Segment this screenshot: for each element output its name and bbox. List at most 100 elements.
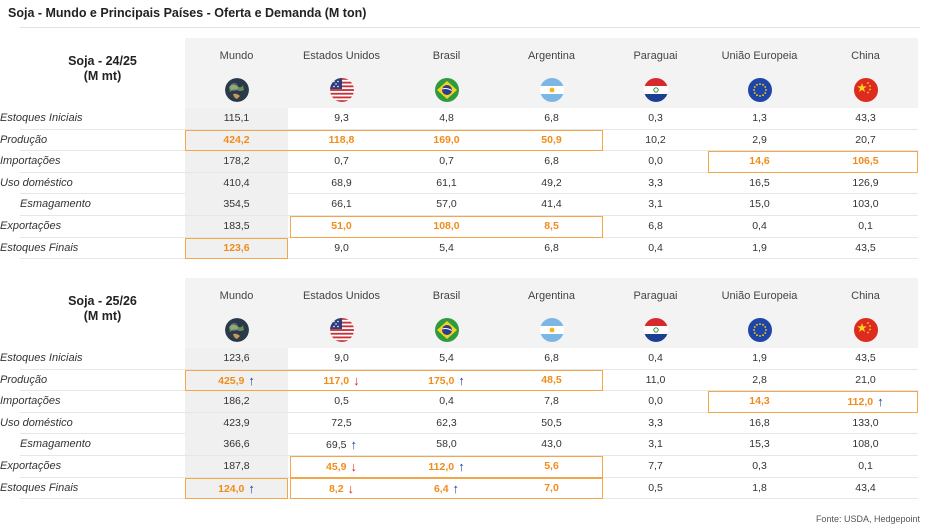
column-header: Estados Unidos [290,278,393,348]
table-cell: 133,0 [813,413,918,434]
brazil-flag-icon [434,78,459,102]
table-cell: 123,6 [185,237,288,259]
source-note: Fonte: USDA, Hedgepoint [815,514,920,524]
cell-value: 4,8 [439,112,454,124]
table-header: Soja - 24/25 (M mt) Mundo Estados Unidos Bra… [20,38,918,108]
table-cell: 6,8 [500,151,603,172]
row-label: Produção [0,133,48,146]
cell-value: 123,6 [223,241,250,254]
cell-value: 16,8 [749,416,770,429]
table-cell: 112,0 ↑ [395,456,498,477]
table-cell: 183,5 [185,215,288,237]
page-title: Soja - Mundo e Principais Países - Ofert… [8,6,367,20]
cell-value: 112,0 [847,396,874,409]
table-cell: 0,7 [395,151,498,172]
cell-value: 3,1 [648,198,663,211]
table-cell: 0,1 [813,456,918,477]
column-name: Estados Unidos [302,290,381,302]
table-cell: 48,5 [500,370,603,391]
table-cell: 169,0 [395,130,498,151]
table-cell: 0,4 [708,216,811,237]
arrow-up-icon: ↑ [458,458,465,474]
cell-value: 2,8 [752,373,767,386]
table-cell: 6,8 [605,216,706,237]
cell-value: 103,0 [852,198,879,211]
arrow-down-icon: ↓ [347,480,355,496]
arrow-down-icon: ↓ [353,372,360,388]
table-row: Importações 178,2 0,7 0,7 6,8 0,0 14,6 106,5 [0,151,918,173]
table-cell: 0,7 [290,151,393,172]
cell-value: 3,1 [648,438,663,451]
column-name: Mundo [219,50,254,62]
cell-value: 106,5 [852,155,879,168]
cell-value: 69,5 [326,439,347,452]
table-title-line1: Soja - 24/25 [68,54,137,68]
column-name: Paraguai [633,50,678,62]
globe-icon [224,78,249,102]
cell-value: 1,3 [752,112,767,124]
table-cell: 108,0 [813,434,918,455]
column-header: Paraguai [605,38,706,108]
cell-value: 183,5 [223,219,250,232]
cell-value: 178,2 [223,155,250,168]
cell-value: 187,8 [223,459,250,472]
table-cell: 16,5 [708,173,811,194]
table-cell: 10,2 [605,130,706,151]
table-cell: 1,9 [708,238,811,259]
china-flag-icon [853,318,878,342]
globe-icon [224,318,249,342]
table-cell: 108,0 [395,216,498,237]
column-name: Brasil [432,290,461,302]
cell-value: 62,3 [436,416,457,429]
table-cell: 43,5 [813,348,918,369]
cell-value: 175,0 [428,374,455,387]
cell-value: 3,3 [648,416,663,429]
row-label: Exportações [0,459,62,472]
arrow-up-icon: ↑ [458,372,465,388]
column-name: União Europeia [721,290,798,302]
column-name: Argentina [527,50,576,62]
table-cell: 0,4 [605,348,706,369]
row-label: Estoques Iniciais [0,112,83,124]
table-cell: 3,1 [605,194,706,215]
cell-value: 9,0 [334,241,349,254]
cell-value: 16,5 [749,176,770,189]
cell-value: 72,5 [331,416,352,429]
table-cell: 366,6 [185,434,288,456]
cell-value: 423,9 [223,416,250,429]
table-cell: 186,2 [185,391,288,413]
row-label: Esmagamento [20,438,91,451]
cell-value: 117,0 [323,374,350,387]
table-row: Estoques Finais 124,0 ↑ 8,2 ↓ 6,4 ↑ 7,0 0,5 1,8 43… [0,477,918,500]
eu-flag-icon [747,318,772,342]
table-cell: 6,8 [500,108,603,129]
column-header: Mundo [185,38,288,108]
cell-value: 43,5 [855,241,876,254]
cell-value: 8,5 [544,219,559,232]
cell-value: 0,7 [334,155,349,168]
cell-value: 6,4 [433,482,449,495]
cell-value: 15,0 [749,198,770,211]
row-label: Estoques Finais [0,241,79,254]
table-cell: 20,7 [813,130,918,151]
table-cell: 21,0 [813,370,918,391]
table-2025-26: Soja - 25/26 (M mt) Mundo Estados Unidos Bra… [0,278,918,500]
cell-value: 133,0 [852,416,879,429]
cell-value: 6,8 [544,155,559,168]
table-2024-25: Soja - 24/25 (M mt) Mundo Estados Unidos Bra… [0,38,918,260]
argentina-flag-icon [539,78,564,102]
cell-value: 410,4 [223,176,250,189]
table-cell: 43,3 [813,108,918,129]
table-cell: 0,4 [395,391,498,412]
arrow-up-icon: ↑ [248,372,255,388]
table-row: Produção 425,9 ↑ 117,0 ↓ 175,0 ↑ 48,5 11,0 2,8 21,… [0,369,918,392]
cell-value: 20,7 [855,133,876,146]
cell-value: 7,7 [648,459,663,472]
table-cell: 0,3 [605,108,706,129]
cell-value: 0,7 [439,155,454,168]
cell-value: 41,4 [541,198,562,211]
cell-value: 58,0 [436,438,457,451]
table-body: Estoques Iniciais 115,1 9,3 4,8 6,8 0,3 1,3 43,… [0,108,918,260]
table-row: Esmagamento 366,6 69,5 ↑ 58,0 43,0 3,1 15,3 108,… [20,434,918,456]
cell-value: 2,9 [752,133,767,146]
